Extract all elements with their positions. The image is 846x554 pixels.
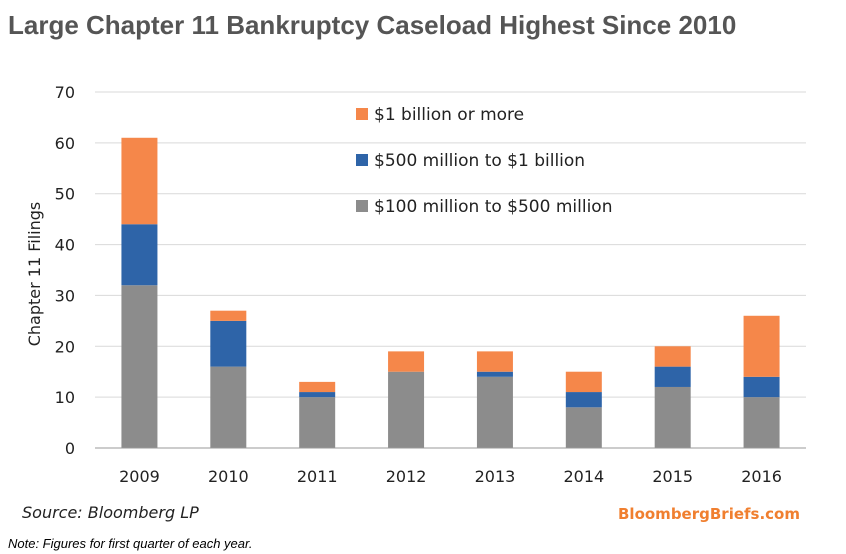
- footnote-text: Note: Figures for first quarter of each …: [8, 536, 253, 551]
- chart-title: Large Chapter 11 Bankruptcy Caseload Hig…: [8, 10, 737, 40]
- brand-text: BloombergBriefs.com: [618, 505, 800, 523]
- bar-segment: [299, 381, 336, 393]
- x-axis-ticks: 2009 2010 2011 2012 2013 2014 2015 2016: [119, 467, 782, 486]
- bar-segment: [565, 392, 602, 408]
- bar-segment: [476, 376, 513, 448]
- y-tick-label: 0: [65, 439, 75, 458]
- x-tick-label: 2011: [297, 467, 338, 486]
- bar-segment: [121, 285, 158, 448]
- x-tick-label: 2012: [386, 467, 427, 486]
- y-tick-label: 10: [55, 388, 75, 407]
- bar-segment: [654, 386, 691, 448]
- x-tick-label: 2013: [475, 467, 516, 486]
- bar-segment: [210, 366, 247, 448]
- source-text: Source: Bloomberg LP: [22, 503, 199, 522]
- y-tick-label: 30: [55, 286, 75, 305]
- bar-segment: [565, 407, 602, 448]
- x-tick-label: 2016: [741, 467, 782, 486]
- legend-label: $1 billion or more: [374, 105, 524, 125]
- bar-segment: [299, 397, 336, 448]
- bar-segment: [210, 310, 247, 321]
- bar-segment: [210, 320, 247, 367]
- bar-segment: [476, 371, 513, 377]
- bar-segment: [388, 371, 425, 448]
- legend: $1 billion or more $500 million to $1 bil…: [356, 105, 612, 217]
- y-axis-ticks: 0 10 20 30 40 50 60 70: [55, 83, 75, 458]
- legend-swatch: [356, 154, 368, 166]
- x-tick-label: 2010: [208, 467, 249, 486]
- bar-segment: [743, 315, 780, 377]
- bar-segment: [121, 137, 158, 225]
- bars: [121, 137, 780, 448]
- legend-label: $100 million to $500 million: [374, 197, 612, 217]
- y-tick-label: 50: [55, 185, 75, 204]
- y-axis-label: Chapter 11 Filings: [25, 202, 44, 347]
- bar-segment: [743, 397, 780, 448]
- bar-segment: [654, 366, 691, 387]
- bar-segment: [743, 376, 780, 398]
- x-tick-label: 2015: [652, 467, 693, 486]
- bar-segment: [121, 224, 158, 286]
- y-tick-label: 60: [55, 134, 75, 153]
- bar-segment: [565, 371, 602, 393]
- y-tick-label: 40: [55, 236, 75, 255]
- x-tick-label: 2014: [563, 467, 604, 486]
- legend-swatch: [356, 108, 368, 120]
- bar-segment: [299, 392, 336, 398]
- y-tick-label: 20: [55, 337, 75, 356]
- y-tick-label: 70: [55, 83, 75, 102]
- gridlines: [95, 91, 806, 398]
- x-tick-label: 2009: [119, 467, 160, 486]
- bar-segment: [654, 346, 691, 367]
- stacked-bar-chart: 0 10 20 30 40 50 60 70 2009 2010 2011 2012 2013 2014…: [25, 83, 806, 486]
- bar-segment: [388, 351, 425, 372]
- legend-swatch: [356, 200, 368, 212]
- legend-label: $500 million to $1 billion: [374, 151, 585, 171]
- bar-segment: [476, 351, 513, 372]
